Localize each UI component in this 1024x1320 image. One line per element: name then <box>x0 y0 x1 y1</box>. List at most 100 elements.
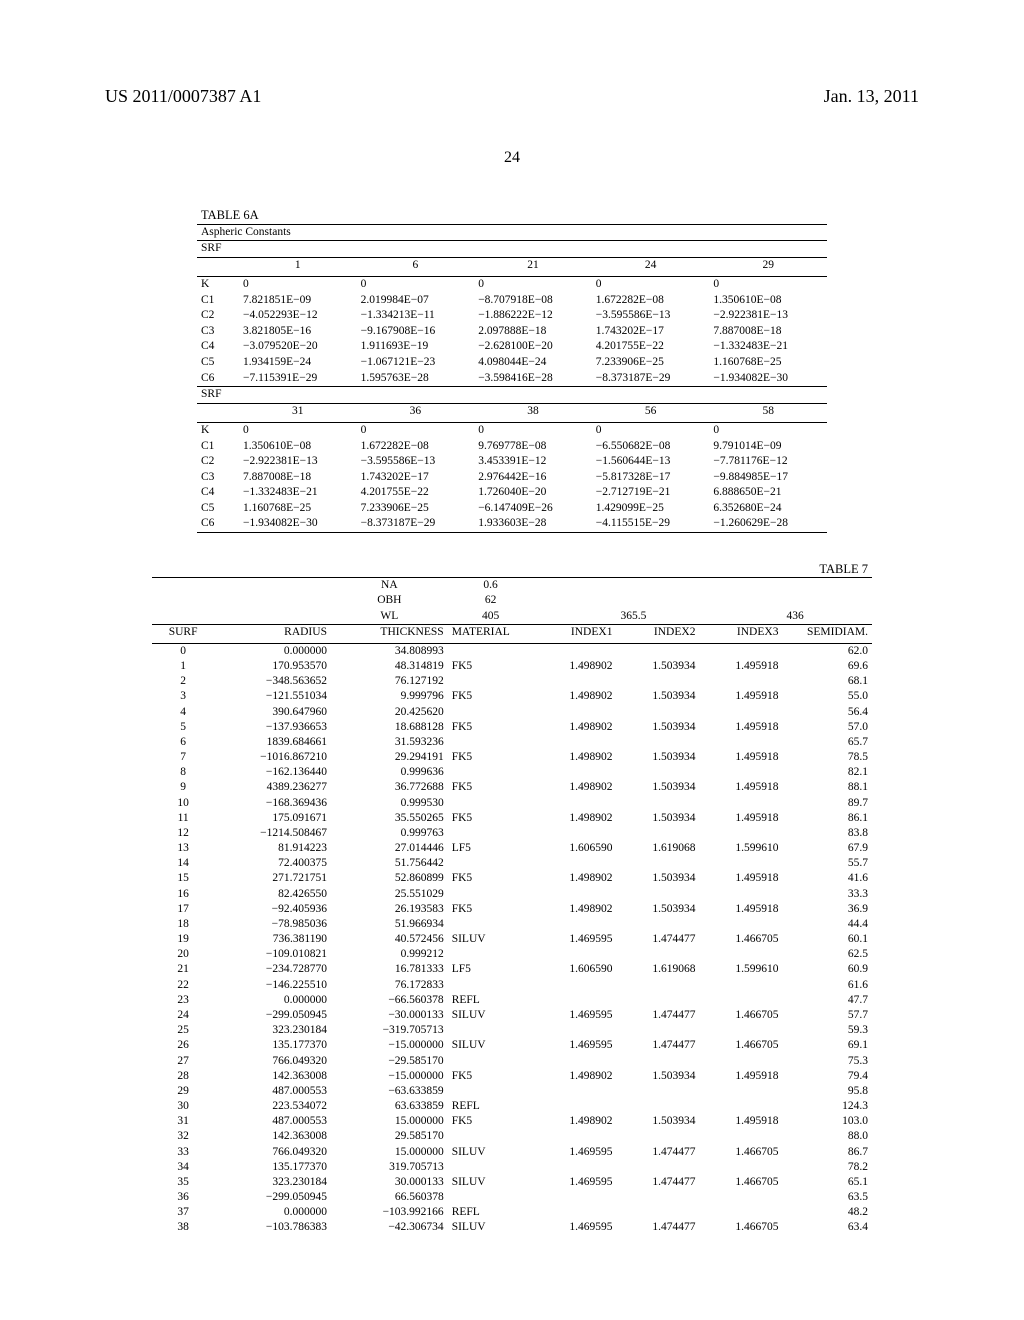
cell: 60.1 <box>782 932 872 947</box>
cell: 2.976442E−16 <box>474 470 592 486</box>
cell: 95.8 <box>782 1084 872 1099</box>
cell <box>699 1054 782 1069</box>
table-row: C11.350610E−081.672282E−089.769778E−08−6… <box>197 439 827 455</box>
cell <box>448 1084 534 1099</box>
table-row: 33766.04932015.000000SILUV1.4695951.4744… <box>152 1145 872 1160</box>
cell <box>533 796 616 811</box>
cell: 6.888650E−21 <box>709 485 827 501</box>
row-label: C4 <box>197 339 239 355</box>
cell: 487.000553 <box>214 1114 331 1129</box>
cell: 25 <box>152 1023 214 1038</box>
cell: 0 <box>474 423 592 439</box>
t6a-b2-cols: 3136385658 <box>197 404 827 423</box>
table-row: 25323.230184−319.70571359.3 <box>152 1023 872 1038</box>
cell: −162.136440 <box>214 765 331 780</box>
cell: 35 <box>152 1175 214 1190</box>
row-label: C2 <box>197 308 239 324</box>
table-row: C17.821851E−092.019984E−07−8.707918E−081… <box>197 293 827 309</box>
cell: NA <box>331 578 448 593</box>
cell: −168.369436 <box>214 796 331 811</box>
cell <box>448 1190 534 1205</box>
cell: FK5 <box>448 1114 534 1129</box>
cell: 20.425620 <box>331 705 448 720</box>
cell: 68.1 <box>782 674 872 689</box>
cell <box>533 1205 616 1220</box>
cell: 63.5 <box>782 1190 872 1205</box>
cell: 66.560378 <box>331 1190 448 1205</box>
cell: 57.0 <box>782 720 872 735</box>
cell: 6 <box>152 735 214 750</box>
cell: 271.721751 <box>214 871 331 886</box>
cell: 1.595763E−28 <box>357 371 475 387</box>
cell: 0.000000 <box>214 993 331 1008</box>
cell: 30 <box>152 1099 214 1114</box>
row-label: C5 <box>197 355 239 371</box>
cell: 1.933603E−28 <box>474 516 592 532</box>
cell: −2.922381E−13 <box>709 308 827 324</box>
cell <box>699 993 782 1008</box>
cell: REFL <box>448 1099 534 1114</box>
cell: FK5 <box>448 902 534 917</box>
cell: 1.503934 <box>616 720 699 735</box>
cell: 36.9 <box>782 902 872 917</box>
cell: 1.498902 <box>533 902 616 917</box>
table-row: 1381.91422327.014446LF51.6065901.6190681… <box>152 841 872 856</box>
cell: 44.4 <box>782 917 872 932</box>
cell: 15.000000 <box>331 1145 448 1160</box>
cell: 4.201755E−22 <box>592 339 710 355</box>
cell: 86.1 <box>782 811 872 826</box>
table-row: 1472.40037551.75644255.7 <box>152 856 872 871</box>
cell: 365.5 <box>616 609 699 625</box>
cell: 223.534072 <box>214 1099 331 1114</box>
cell: LF5 <box>448 962 534 977</box>
cell: SILUV <box>448 1175 534 1190</box>
cell: −4.115515E−29 <box>592 516 710 532</box>
table-row: C2−4.052293E−12−1.334213E−11−1.886222E−1… <box>197 308 827 324</box>
cell: 1.606590 <box>533 841 616 856</box>
cell: FK5 <box>448 811 534 826</box>
cell: −3.595586E−13 <box>592 308 710 324</box>
table-row: C51.934159E−24−1.067121E−234.098044E−247… <box>197 355 827 371</box>
cell: 0 <box>474 277 592 293</box>
cell <box>616 947 699 962</box>
table-row: 21−234.72877016.781333LF51.6065901.61906… <box>152 962 872 977</box>
cell: 15.000000 <box>331 1114 448 1129</box>
cell: 3.821805E−16 <box>239 324 357 340</box>
table-row: 2−348.56365276.12719268.1 <box>152 674 872 689</box>
cell: 34 <box>152 1160 214 1175</box>
cell: −7.115391E−29 <box>239 371 357 387</box>
cell: 1.466705 <box>699 1038 782 1053</box>
cell: 1.495918 <box>699 720 782 735</box>
cell: 1.466705 <box>699 1220 782 1235</box>
cell: 36.772688 <box>331 780 448 795</box>
cell: 170.953570 <box>214 659 331 674</box>
cell: −9.884985E−17 <box>709 470 827 486</box>
cell <box>616 674 699 689</box>
cell: 51.966934 <box>331 917 448 932</box>
cell: 1.503934 <box>616 811 699 826</box>
cell <box>699 826 782 841</box>
cell: 72.400375 <box>214 856 331 871</box>
cell: −9.167908E−16 <box>357 324 475 340</box>
cell: 59.3 <box>782 1023 872 1038</box>
cell: 79.4 <box>782 1069 872 1084</box>
cell <box>533 917 616 932</box>
cell <box>533 856 616 871</box>
cell: 7 <box>152 750 214 765</box>
row-label: C6 <box>197 516 239 532</box>
cell: 32 <box>152 1129 214 1144</box>
cell: 31 <box>152 1114 214 1129</box>
cell: −1214.508467 <box>214 826 331 841</box>
cell: 1.469595 <box>533 1220 616 1235</box>
cell: 18.688128 <box>331 720 448 735</box>
cell: 48.314819 <box>331 659 448 674</box>
pub-number: US 2011/0007387 A1 <box>105 86 261 107</box>
cell: 37 <box>152 1205 214 1220</box>
cell: 62.0 <box>782 644 872 659</box>
cell: 124.3 <box>782 1099 872 1114</box>
cell <box>616 978 699 993</box>
cell: 9.791014E−09 <box>709 439 827 455</box>
cell <box>533 735 616 750</box>
cell: 1.498902 <box>533 1069 616 1084</box>
cell: 1839.684661 <box>214 735 331 750</box>
